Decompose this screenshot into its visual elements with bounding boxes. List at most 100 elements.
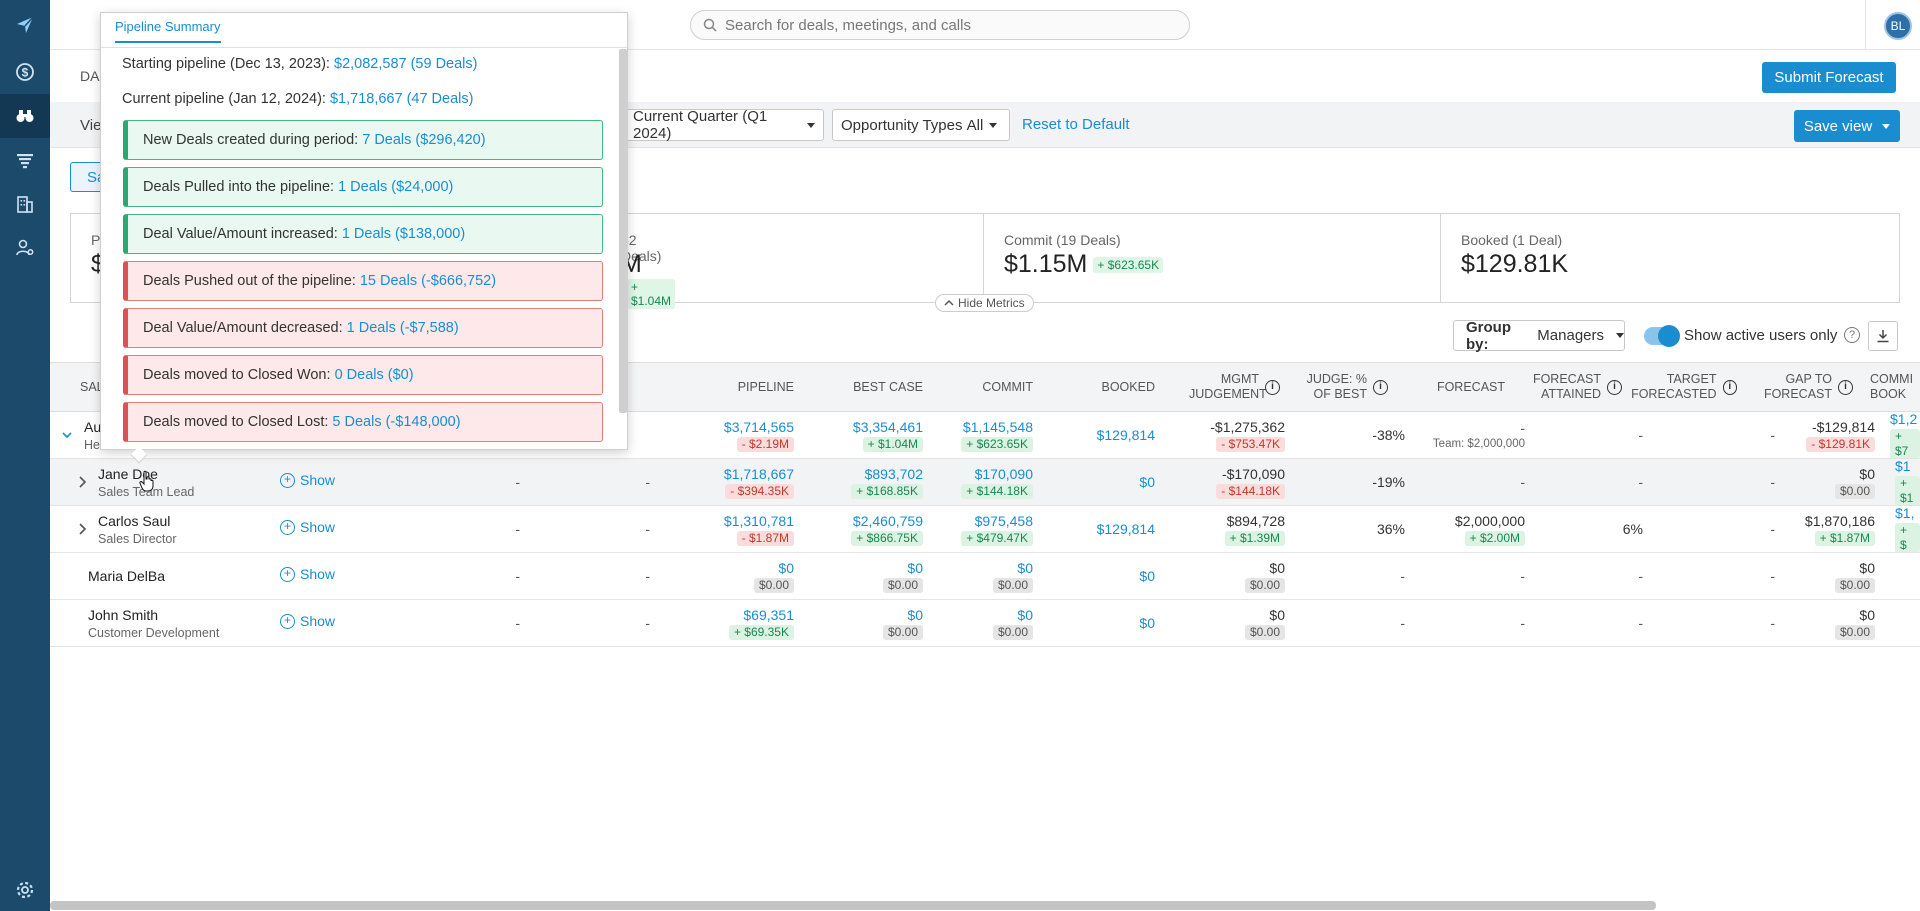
reset-default-link[interactable]: Reset to Default xyxy=(1022,116,1130,133)
card-value[interactable]: 5 Deals (-$148,000) xyxy=(332,414,461,430)
building-icon[interactable] xyxy=(0,182,50,226)
best-case-cell[interactable]: $0 $0.00 xyxy=(810,600,923,646)
pipeline-value[interactable]: $3,714,565 xyxy=(723,418,794,435)
pipeline-cell[interactable]: $0 $0.00 xyxy=(670,553,794,599)
logo-icon[interactable] xyxy=(0,3,50,47)
show-button[interactable]: + Show xyxy=(280,566,335,582)
best-case-cell[interactable]: $893,702 + $168.85K xyxy=(810,459,923,505)
info-icon[interactable]: i xyxy=(1265,379,1280,395)
starting-pipeline-value[interactable]: $2,082,587 (59 Deals) xyxy=(334,56,478,72)
booked-cell[interactable]: $129,814 xyxy=(1050,506,1155,552)
user-name[interactable]: John Smith xyxy=(88,606,159,623)
download-button[interactable] xyxy=(1868,321,1898,351)
best-case-value[interactable]: $3,354,461 xyxy=(852,418,923,435)
commit-cell[interactable]: $170,090 + $144.18K xyxy=(930,459,1033,505)
pipeline-cell[interactable]: $69,351 + $69.35K xyxy=(670,600,794,646)
commit-cell[interactable]: $975,458 + $479.47K xyxy=(930,506,1033,552)
card-value[interactable]: 15 Deals (-$666,752) xyxy=(359,273,497,289)
chevron-right-icon[interactable] xyxy=(77,522,87,536)
popup-scrollbar[interactable] xyxy=(619,49,627,413)
forecast-value[interactable]: $2,000,000 xyxy=(1454,512,1525,529)
mgmt-value[interactable]: $0 xyxy=(1269,606,1285,623)
best-case-cell[interactable]: $2,460,759 + $866.75K xyxy=(810,506,923,552)
commit-cell[interactable]: $0 $0.00 xyxy=(930,553,1033,599)
col-sales[interactable]: SAL xyxy=(80,379,104,394)
info-icon[interactable]: i xyxy=(1373,379,1388,395)
col-booked[interactable]: BOOKED xyxy=(1101,379,1156,394)
info-icon[interactable]: i xyxy=(1722,379,1737,395)
card-value[interactable]: 1 Deals ($24,000) xyxy=(338,179,454,195)
best-case-value[interactable]: $2,460,759 xyxy=(852,512,923,529)
card-value[interactable]: 0 Deals ($0) xyxy=(334,367,414,383)
col-forecast[interactable]: FORECAST xyxy=(1436,379,1505,394)
dollar-icon[interactable]: $ xyxy=(0,50,50,94)
forecast-cell[interactable]: - xyxy=(1400,553,1525,599)
current-pipeline-value[interactable]: $1,718,667 (47 Deals) xyxy=(329,91,474,107)
info-icon[interactable]: i xyxy=(1607,379,1622,395)
pipeline-summary-tab[interactable]: Pipeline Summary xyxy=(115,19,221,43)
chevron-down-icon[interactable] xyxy=(62,428,72,442)
global-search[interactable] xyxy=(690,10,1190,40)
user-name[interactable]: Au xyxy=(84,418,102,435)
col-commit[interactable]: COMMIT xyxy=(982,379,1033,394)
booked-cell[interactable]: $129,814 xyxy=(1050,412,1155,458)
commit-cell[interactable]: $1,145,548 + $623.65K xyxy=(930,412,1033,458)
commit-value[interactable]: $975,458 xyxy=(974,512,1033,529)
booked-value[interactable]: $0 xyxy=(1139,474,1155,490)
dashboard-tab[interactable]: DA xyxy=(80,68,100,84)
gear-icon[interactable] xyxy=(0,868,50,911)
group-by-dropdown[interactable]: Group by: Managers xyxy=(1453,319,1625,353)
pipeline-value[interactable]: $1,310,781 xyxy=(723,512,794,529)
commit-value[interactable]: $0 xyxy=(1017,606,1033,623)
best-case-value[interactable]: $893,702 xyxy=(864,465,923,482)
active-users-toggle[interactable] xyxy=(1644,325,1680,347)
forecast-value[interactable]: - xyxy=(1520,420,1525,436)
booked-cell[interactable]: $0 xyxy=(1050,459,1155,505)
pipeline-cell[interactable]: $1,718,667- $394.35K xyxy=(670,459,794,505)
col-target-forecasted[interactable]: TARGET FORECASTED i xyxy=(1630,363,1737,411)
col-forecast-attained[interactable]: FORECAST ATTAINED i xyxy=(1515,363,1622,411)
user-name[interactable]: Maria DelBa xyxy=(88,568,166,584)
booked-cell[interactable]: $0 xyxy=(1050,600,1155,646)
pipeline-cell[interactable]: $1,310,781- $1.87M xyxy=(670,506,794,552)
horizontal-scrollbar[interactable] xyxy=(50,901,1656,910)
forecast-value[interactable]: - xyxy=(1520,568,1525,584)
help-icon[interactable]: ? xyxy=(1844,327,1860,343)
booked-value[interactable]: $0 xyxy=(1139,615,1155,631)
save-view-button[interactable]: Save view xyxy=(1794,110,1900,142)
info-icon[interactable]: i xyxy=(1838,379,1853,395)
commit-cell[interactable]: $0 $0.00 xyxy=(930,600,1033,646)
avatar[interactable]: BL xyxy=(1884,12,1912,40)
booked-value[interactable]: $129,814 xyxy=(1096,427,1155,443)
hide-metrics-button[interactable]: Hide Metrics xyxy=(935,294,1034,312)
user-name[interactable]: Jane Doe xyxy=(98,465,158,482)
chevron-right-icon[interactable] xyxy=(77,475,87,489)
binoculars-icon[interactable] xyxy=(0,94,50,138)
user-settings-icon[interactable] xyxy=(0,226,50,270)
card-value[interactable]: 1 Deals ($138,000) xyxy=(341,226,466,242)
col-commit-booked[interactable]: COMMI BOOK xyxy=(1870,372,1914,401)
mgmt-cell[interactable]: $894,728 + $1.39M xyxy=(1160,506,1285,552)
mgmt-value[interactable]: -$170,090 xyxy=(1221,465,1285,482)
booked-value[interactable]: $129,814 xyxy=(1096,521,1155,537)
booked-value[interactable]: $0 xyxy=(1139,568,1155,584)
forecast-cell[interactable]: - xyxy=(1400,459,1525,505)
pipeline-cell[interactable]: $3,714,565- $2.19M xyxy=(670,412,794,458)
best-case-value[interactable]: $0 xyxy=(907,606,923,623)
forecast-value[interactable]: - xyxy=(1520,474,1525,490)
forecast-cell[interactable]: $2,000,000 + $2.00M xyxy=(1400,506,1525,552)
commit-value[interactable]: $170,090 xyxy=(974,465,1033,482)
commit-value[interactable]: $1,145,548 xyxy=(962,418,1033,435)
card-value[interactable]: 7 Deals ($296,420) xyxy=(362,132,486,148)
search-input[interactable] xyxy=(725,16,1165,34)
col-mgmt-judgement[interactable]: MGMT JUDGEMENT i xyxy=(1160,363,1280,411)
card-value[interactable]: 1 Deals (-$7,588) xyxy=(346,320,459,336)
mgmt-cell[interactable]: -$1,275,362- $753.47K xyxy=(1160,412,1285,458)
col-gap-forecast[interactable]: GAP TO FORECAST i xyxy=(1755,363,1853,411)
commit-value[interactable]: $0 xyxy=(1017,559,1033,576)
pipeline-value[interactable]: $0 xyxy=(778,559,794,576)
submit-forecast-button[interactable]: Submit Forecast xyxy=(1762,62,1896,93)
user-name[interactable]: Carlos Saul xyxy=(98,512,171,529)
forecast-cell[interactable]: - xyxy=(1400,600,1525,646)
funnel-icon[interactable] xyxy=(0,138,50,182)
